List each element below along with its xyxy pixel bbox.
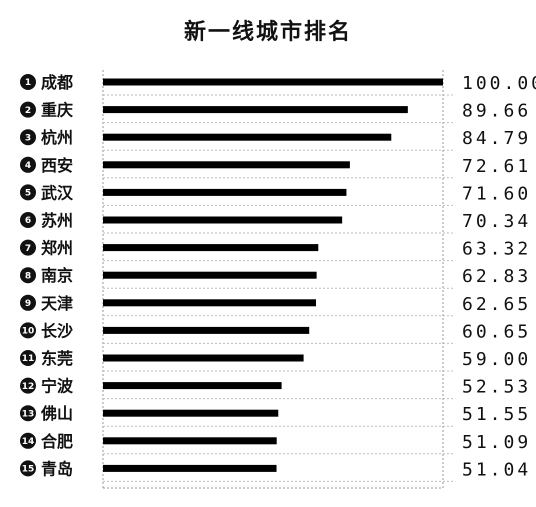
rank-badge xyxy=(20,377,36,394)
value-label: 63.32 xyxy=(462,239,531,260)
city-label: 武汉 xyxy=(41,183,74,202)
rank-number: 5 xyxy=(25,189,31,199)
value-label: 89.66 xyxy=(462,101,531,122)
chart-row: 4 西安 72.61 xyxy=(20,156,531,179)
chart-row: 5 武汉 71.60 xyxy=(20,183,531,206)
city-label: 苏州 xyxy=(41,211,73,230)
value-label: 62.65 xyxy=(462,294,531,315)
rank-badge xyxy=(20,74,36,90)
rank-badge xyxy=(20,129,36,146)
value-label: 100.00 xyxy=(462,73,536,94)
bar xyxy=(103,464,277,472)
rank-badge xyxy=(20,460,36,477)
city-label: 重庆 xyxy=(41,101,73,120)
value-label: 70.34 xyxy=(462,211,531,232)
chart-row: 2 重庆 89.66 xyxy=(20,101,531,124)
value-label: 71.60 xyxy=(462,183,531,204)
rank-number: 12 xyxy=(22,382,35,392)
value-label: 51.04 xyxy=(462,459,531,480)
city-label: 西安 xyxy=(41,156,73,175)
chart-row: 10 长沙 60.65 xyxy=(20,321,531,344)
value-label: 52.53 xyxy=(462,377,531,398)
rank-number: 6 xyxy=(25,216,31,226)
rank-number: 10 xyxy=(22,327,35,337)
bar xyxy=(103,133,392,141)
bar xyxy=(103,326,310,334)
bar xyxy=(103,106,408,114)
rank-number: 7 xyxy=(25,244,31,254)
rank-badge xyxy=(20,432,36,449)
value-label: 72.61 xyxy=(462,156,531,177)
rank-badge xyxy=(20,267,36,284)
chart-row: 9 天津 62.65 xyxy=(20,294,531,317)
chart-row: 14 合肥 51.09 xyxy=(20,432,531,455)
chart-row: 11 东莞 59.00 xyxy=(20,349,531,372)
rank-number: 3 xyxy=(25,133,31,143)
value-label: 59.00 xyxy=(462,349,531,370)
city-label: 长沙 xyxy=(41,321,73,340)
rank-badge xyxy=(20,212,36,228)
rank-badge xyxy=(20,239,36,256)
bar xyxy=(103,409,279,417)
city-label: 合肥 xyxy=(41,432,73,451)
rank-badge xyxy=(20,294,36,311)
bar xyxy=(103,78,443,86)
bar xyxy=(103,299,317,307)
value-label: 51.09 xyxy=(462,432,531,453)
city-label: 杭州 xyxy=(41,128,73,147)
rank-badge xyxy=(20,156,36,173)
rank-number: 8 xyxy=(25,271,31,281)
chart-row: 8 南京 62.83 xyxy=(20,266,531,289)
bar xyxy=(103,244,319,252)
chart-row: 12 宁波 52.53 xyxy=(20,377,531,400)
city-label: 宁波 xyxy=(41,377,74,396)
value-label: 62.83 xyxy=(462,266,531,287)
chart-row: 1 成都 100.00 xyxy=(20,73,536,96)
rank-badge xyxy=(20,350,36,366)
bar xyxy=(103,437,277,445)
rank-badge xyxy=(20,101,36,118)
value-label: 60.65 xyxy=(462,321,531,342)
city-label: 青岛 xyxy=(41,459,73,478)
rank-number: 4 xyxy=(25,161,31,171)
chart-row: 3 杭州 84.79 xyxy=(20,128,531,151)
bar xyxy=(103,271,317,279)
rank-number: 9 xyxy=(25,299,31,309)
bar xyxy=(103,354,304,362)
bar xyxy=(103,382,282,390)
bar xyxy=(103,161,350,169)
bar xyxy=(103,216,343,224)
city-label: 郑州 xyxy=(41,239,73,258)
chart-row: 6 苏州 70.34 xyxy=(20,211,531,234)
rank-badge xyxy=(20,184,36,201)
city-label: 东莞 xyxy=(41,349,73,368)
city-label: 成都 xyxy=(41,73,73,92)
bar xyxy=(103,188,347,196)
chart-row: 13 佛山 51.55 xyxy=(20,404,531,427)
city-label: 南京 xyxy=(41,266,73,285)
rank-number: 15 xyxy=(22,465,35,475)
rank-number: 14 xyxy=(22,437,35,447)
chart-row: 15 青岛 51.04 xyxy=(20,459,531,482)
rank-badge xyxy=(20,322,36,339)
rank-number: 13 xyxy=(22,409,35,419)
rank-number: 2 xyxy=(25,106,31,116)
chart-title: 新一线城市排名 xyxy=(183,20,352,45)
city-label: 天津 xyxy=(41,294,73,313)
rank-number: 11 xyxy=(22,354,35,364)
rank-badge xyxy=(20,405,36,422)
value-label: 51.55 xyxy=(462,404,531,425)
city-label: 佛山 xyxy=(40,404,73,423)
value-label: 84.79 xyxy=(462,128,531,149)
chart-row: 7 郑州 63.32 xyxy=(20,239,531,262)
rank-number: 1 xyxy=(25,78,31,88)
